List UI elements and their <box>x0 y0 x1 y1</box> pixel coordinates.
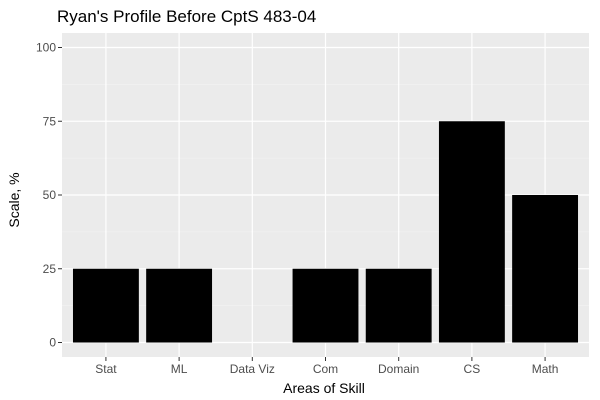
x-tick-label: Data Viz <box>230 362 275 376</box>
bars <box>72 121 579 343</box>
y-tick-label: 0 <box>49 336 56 350</box>
bar <box>438 121 505 343</box>
x-tick-label: Com <box>313 362 338 376</box>
y-axis: 0 25 50 75 100 <box>36 41 62 350</box>
x-tick-label: ML <box>171 362 188 376</box>
bar <box>146 268 213 343</box>
chart-title: Ryan's Profile Before CptS 483-04 <box>57 7 316 26</box>
bar <box>512 195 579 343</box>
y-tick-label: 100 <box>36 41 56 55</box>
y-tick-label: 25 <box>43 262 57 276</box>
bar <box>365 268 432 343</box>
x-tick-label: Domain <box>378 362 419 376</box>
x-tick-label: Math <box>532 362 559 376</box>
bar <box>292 268 359 343</box>
x-axis: Stat ML Data Viz Com Domain CS Math <box>95 357 558 376</box>
x-tick-label: Stat <box>95 362 117 376</box>
x-tick-label: CS <box>464 362 481 376</box>
y-tick-label: 75 <box>43 114 57 128</box>
y-axis-title: Scale, % <box>6 172 22 227</box>
x-axis-title: Areas of Skill <box>283 380 365 396</box>
bar <box>72 268 139 343</box>
y-tick-label: 50 <box>43 188 57 202</box>
